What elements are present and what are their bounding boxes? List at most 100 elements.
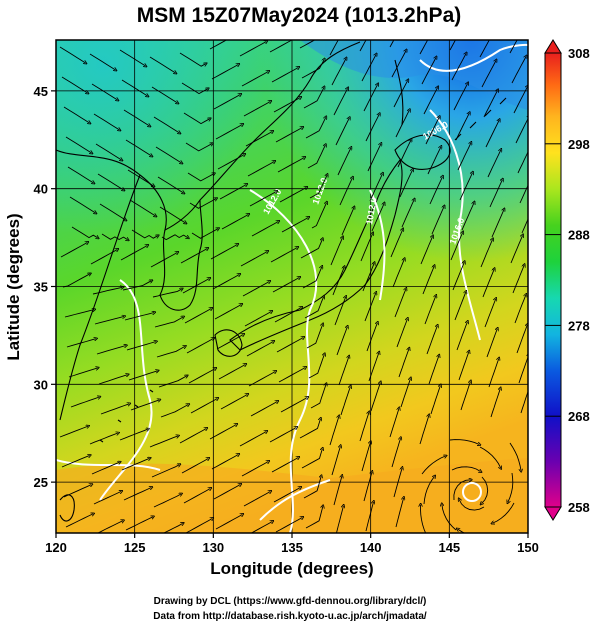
streamline [300, 239, 322, 259]
streamline [121, 458, 150, 471]
streamline [63, 485, 91, 498]
streamline [271, 68, 298, 83]
streamline [131, 229, 158, 239]
streamline [155, 146, 181, 163]
streamline [419, 415, 429, 445]
streamline [396, 319, 407, 348]
colorbar-tick-label: 278 [568, 318, 590, 333]
streamline [160, 405, 188, 418]
streamline [69, 196, 95, 213]
y-tick-label: 35 [34, 280, 48, 295]
streamline [123, 109, 149, 126]
streamline [159, 206, 185, 223]
streamline [243, 102, 270, 117]
streamline [128, 371, 158, 381]
streamline [161, 234, 188, 241]
isobar-japan-east [369, 189, 386, 301]
streamline [126, 342, 156, 351]
streamline [89, 433, 118, 445]
streamline [273, 488, 300, 503]
streamline [329, 40, 339, 56]
streamline [183, 489, 210, 504]
streamline [493, 502, 515, 523]
streamline [125, 139, 151, 156]
streamline [120, 246, 147, 261]
streamline [150, 253, 177, 268]
map-title: MSM 15Z07May2024 (1013.2hPa) [137, 4, 462, 27]
streamline [184, 309, 211, 324]
streamline [331, 59, 346, 86]
streamline [341, 208, 354, 236]
streamline [421, 58, 436, 85]
streamline [392, 259, 404, 288]
streamline [491, 210, 504, 238]
streamline [187, 173, 214, 182]
streamline [482, 269, 494, 298]
streamline [363, 472, 372, 502]
streamline [519, 184, 528, 204]
streamline [303, 87, 324, 109]
streamline [121, 79, 147, 96]
streamline [430, 386, 440, 415]
streamline [368, 353, 379, 382]
streamline [390, 229, 403, 258]
streamline [458, 529, 466, 533]
streamline [424, 296, 436, 325]
streamline [191, 229, 218, 239]
streamline [395, 110, 409, 138]
streamline [93, 491, 121, 505]
y-axis: 25 30 35 40 45 [34, 84, 56, 490]
streamline [213, 95, 240, 110]
colorbar-gradient [544, 52, 562, 508]
streamline [307, 145, 325, 169]
streamline [249, 192, 276, 207]
streamline [509, 442, 521, 471]
streamline [157, 176, 183, 193]
streamline [239, 42, 266, 57]
streamline [124, 313, 154, 321]
streamline [99, 203, 125, 220]
streamline [162, 523, 183, 533]
streamline [419, 40, 429, 55]
streamline [479, 40, 490, 58]
streamline [333, 476, 342, 506]
streamline [212, 275, 239, 290]
streamline [366, 323, 377, 352]
streamline [213, 485, 240, 500]
credit-drawing: Drawing by DCL (https://www.gfd-dennou.o… [154, 596, 427, 607]
streamline [389, 408, 399, 438]
streamline [397, 140, 411, 168]
streamline [93, 113, 119, 130]
x-tick-label: 140 [360, 540, 382, 555]
streamline [66, 339, 96, 348]
streamline [122, 281, 151, 291]
streamline [360, 233, 373, 262]
streamline [453, 480, 471, 501]
streamline [188, 369, 215, 384]
streamline [308, 354, 324, 379]
streamline [335, 118, 349, 146]
streamline [186, 339, 213, 354]
streamline [94, 316, 124, 325]
streamline [431, 207, 444, 235]
streamline [90, 250, 117, 265]
streamline [508, 472, 514, 502]
streamline [334, 297, 346, 326]
streamline [393, 468, 402, 498]
streamline [60, 243, 87, 258]
streamline [153, 494, 181, 508]
streamline [241, 462, 268, 477]
streamline [361, 55, 376, 82]
streamline [427, 147, 441, 175]
streamline [337, 148, 351, 176]
streamline [429, 177, 443, 205]
streamline [400, 379, 411, 408]
streamline [61, 455, 90, 468]
streamline [217, 155, 244, 170]
streamline [485, 120, 499, 148]
streamline [247, 162, 274, 177]
streamline [479, 446, 501, 468]
streamline [336, 506, 343, 533]
streamline [271, 458, 298, 473]
